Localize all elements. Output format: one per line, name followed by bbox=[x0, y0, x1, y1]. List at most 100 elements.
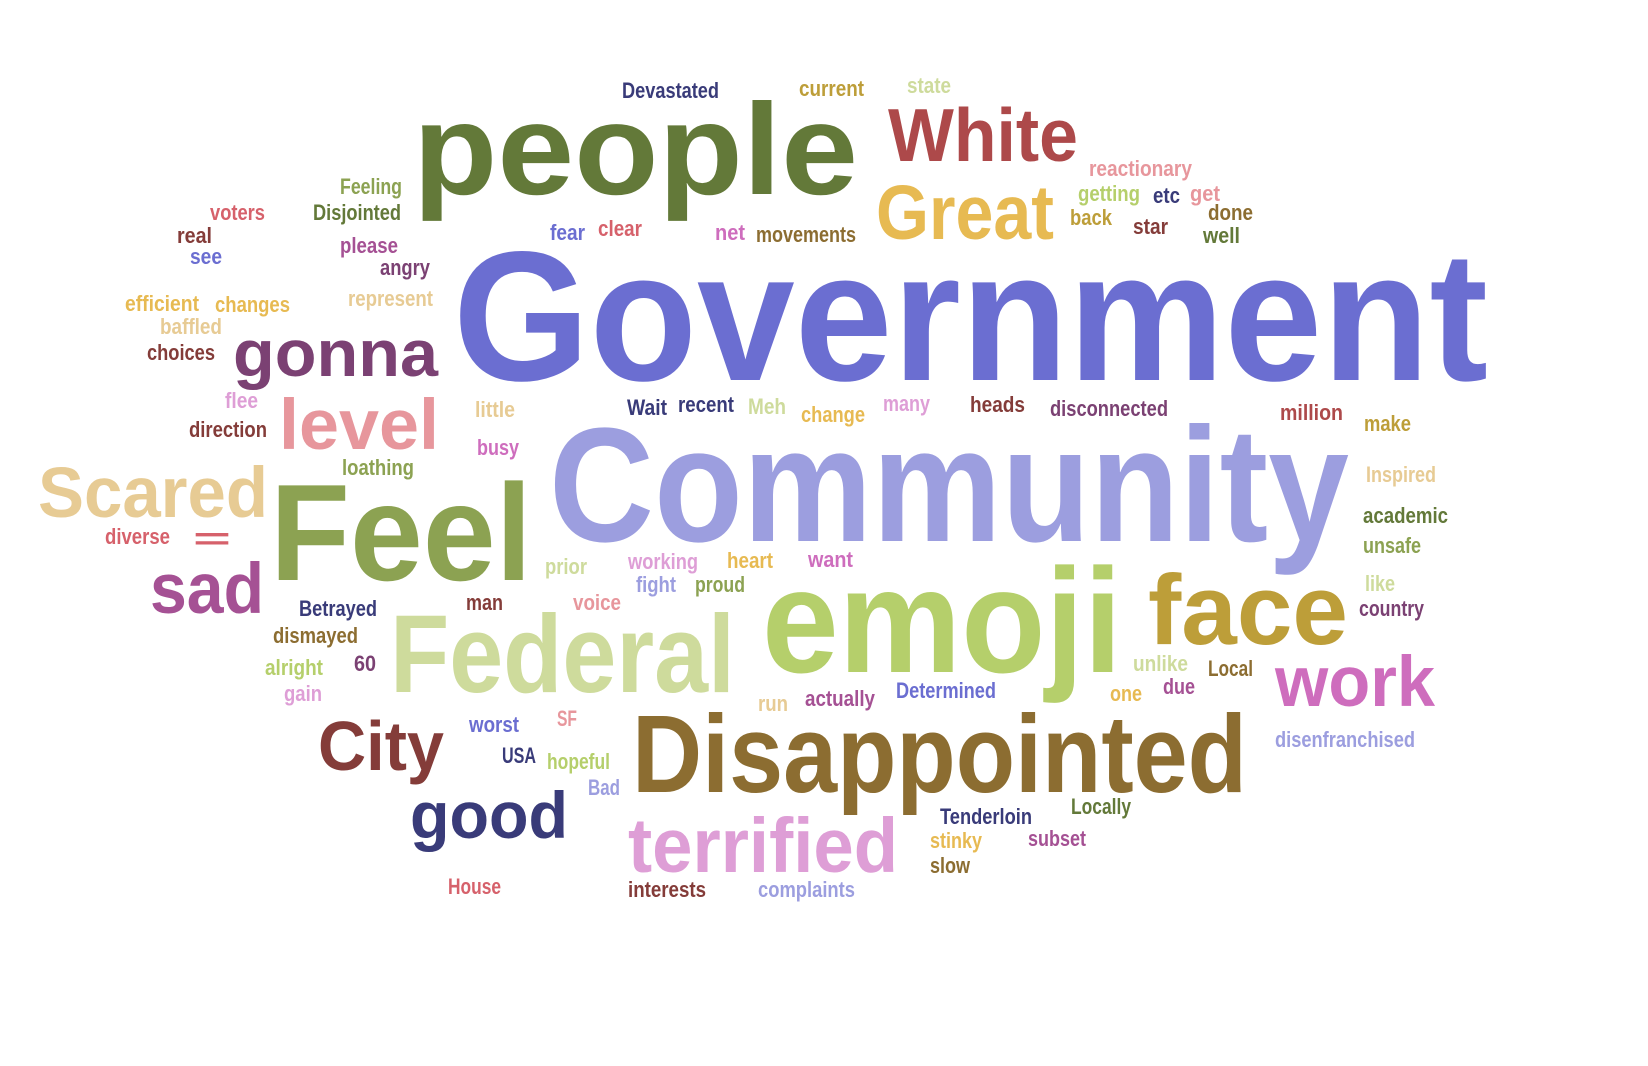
word-academic: academic bbox=[1363, 503, 1448, 528]
word-net: net bbox=[715, 220, 745, 245]
word-busy: busy bbox=[477, 435, 519, 460]
word-actually: actually bbox=[805, 686, 875, 711]
word-determined: Determined bbox=[896, 678, 996, 703]
word-betrayed: Betrayed bbox=[299, 596, 377, 621]
word-house: House bbox=[448, 874, 501, 899]
word-stinky: stinky bbox=[930, 828, 982, 853]
word-efficient: efficient bbox=[125, 291, 199, 316]
word-getting: getting bbox=[1078, 181, 1140, 206]
word-recent: recent bbox=[678, 392, 734, 417]
word-slow: slow bbox=[930, 853, 970, 878]
word-country: country bbox=[1359, 596, 1424, 621]
word-change: change bbox=[801, 402, 865, 427]
word-little: little bbox=[475, 397, 515, 422]
word-voice: voice bbox=[573, 590, 621, 615]
word-please: please bbox=[340, 233, 398, 258]
word-unsafe: unsafe bbox=[1363, 533, 1421, 558]
word-complaints: complaints bbox=[758, 877, 855, 902]
word-federal: Federal bbox=[390, 593, 735, 716]
word-equals: = bbox=[193, 521, 231, 556]
word-local: Local bbox=[1208, 656, 1253, 681]
word-like: like bbox=[1365, 571, 1395, 596]
word-proud: proud bbox=[695, 572, 745, 597]
word-see: see bbox=[190, 244, 222, 269]
word-devastated: Devastated bbox=[622, 78, 719, 103]
word-60: 60 bbox=[354, 651, 376, 676]
word-gonna: gonna bbox=[233, 316, 438, 390]
word-worst: worst bbox=[469, 712, 519, 737]
word-sf: SF bbox=[557, 706, 577, 731]
word-state: state bbox=[907, 73, 951, 98]
word-one: one bbox=[1110, 681, 1142, 706]
word-dismayed: dismayed bbox=[273, 623, 358, 648]
word-voters: voters bbox=[210, 200, 265, 225]
word-disappointed: Disappointed bbox=[632, 693, 1247, 816]
word-well: well bbox=[1203, 223, 1240, 248]
word-represent: represent bbox=[348, 286, 433, 311]
word-due: due bbox=[1163, 674, 1195, 699]
word-changes: changes bbox=[215, 292, 290, 317]
word-interests: interests bbox=[628, 877, 706, 902]
word-feeling: Feeling bbox=[340, 174, 402, 199]
word-great: Great bbox=[876, 170, 1054, 256]
word-baffled: baffled bbox=[160, 314, 222, 339]
word-subset: subset bbox=[1028, 826, 1086, 851]
word-angry: angry bbox=[380, 255, 430, 280]
word-white: White bbox=[888, 93, 1078, 177]
word-inspired: Inspired bbox=[1366, 462, 1436, 487]
word-community: Community bbox=[549, 395, 1349, 576]
word-star: star bbox=[1133, 214, 1168, 239]
word-reactionary: reactionary bbox=[1089, 156, 1192, 181]
word-alright: alright bbox=[265, 655, 323, 680]
word-usa: USA bbox=[502, 743, 536, 768]
word-locally: Locally bbox=[1071, 794, 1131, 819]
word-movements: movements bbox=[756, 222, 856, 247]
word-city: City bbox=[318, 707, 444, 785]
word-sad: sad bbox=[150, 549, 264, 629]
word-real: real bbox=[177, 223, 212, 248]
word-meh: Meh bbox=[748, 394, 786, 419]
word-unlike: unlike bbox=[1133, 651, 1188, 676]
word-terrified: terrified bbox=[628, 803, 898, 889]
word-tenderloin: Tenderloin bbox=[940, 804, 1032, 829]
word-heads: heads bbox=[970, 392, 1025, 417]
word-get: get bbox=[1190, 181, 1220, 206]
word-prior: prior bbox=[545, 554, 587, 579]
word-heart: heart bbox=[727, 548, 773, 573]
word-hopeful: hopeful bbox=[547, 749, 610, 774]
word-work: work bbox=[1275, 642, 1435, 722]
word-good: good bbox=[410, 778, 568, 852]
word-current: current bbox=[799, 76, 864, 101]
word-flee: flee bbox=[225, 388, 258, 413]
word-loathing: loathing bbox=[342, 455, 414, 480]
word-fear: fear bbox=[550, 220, 585, 245]
word-man: man bbox=[466, 590, 503, 615]
word-emoji: emoji bbox=[762, 539, 1122, 704]
word-feel: Feel bbox=[270, 457, 532, 610]
word-wait: Wait bbox=[627, 395, 667, 420]
word-people: people bbox=[413, 76, 858, 222]
word-make: make bbox=[1364, 411, 1411, 436]
word-many: many bbox=[883, 391, 930, 416]
word-diverse: diverse bbox=[105, 524, 170, 549]
word-disjointed: Disjointed bbox=[313, 200, 401, 225]
word-level: level bbox=[279, 385, 439, 465]
word-want: want bbox=[808, 547, 853, 572]
word-clear: clear bbox=[598, 216, 642, 241]
word-scared: Scared bbox=[38, 453, 268, 533]
word-done: done bbox=[1208, 200, 1253, 225]
word-gain: gain bbox=[284, 681, 322, 706]
word-disconnected: disconnected bbox=[1050, 396, 1168, 421]
word-face: face bbox=[1148, 554, 1348, 665]
word-back: back bbox=[1070, 205, 1112, 230]
word-million: million bbox=[1280, 400, 1343, 425]
word-bad: Bad bbox=[588, 775, 620, 800]
word-direction: direction bbox=[189, 417, 267, 442]
word-choices: choices bbox=[147, 340, 215, 365]
word-run: run bbox=[758, 691, 788, 716]
word-etc: etc bbox=[1153, 183, 1180, 208]
word-government: Government bbox=[453, 214, 1488, 420]
word-disenfranchised: disenfranchised bbox=[1275, 727, 1415, 752]
word-working: working bbox=[628, 549, 698, 574]
